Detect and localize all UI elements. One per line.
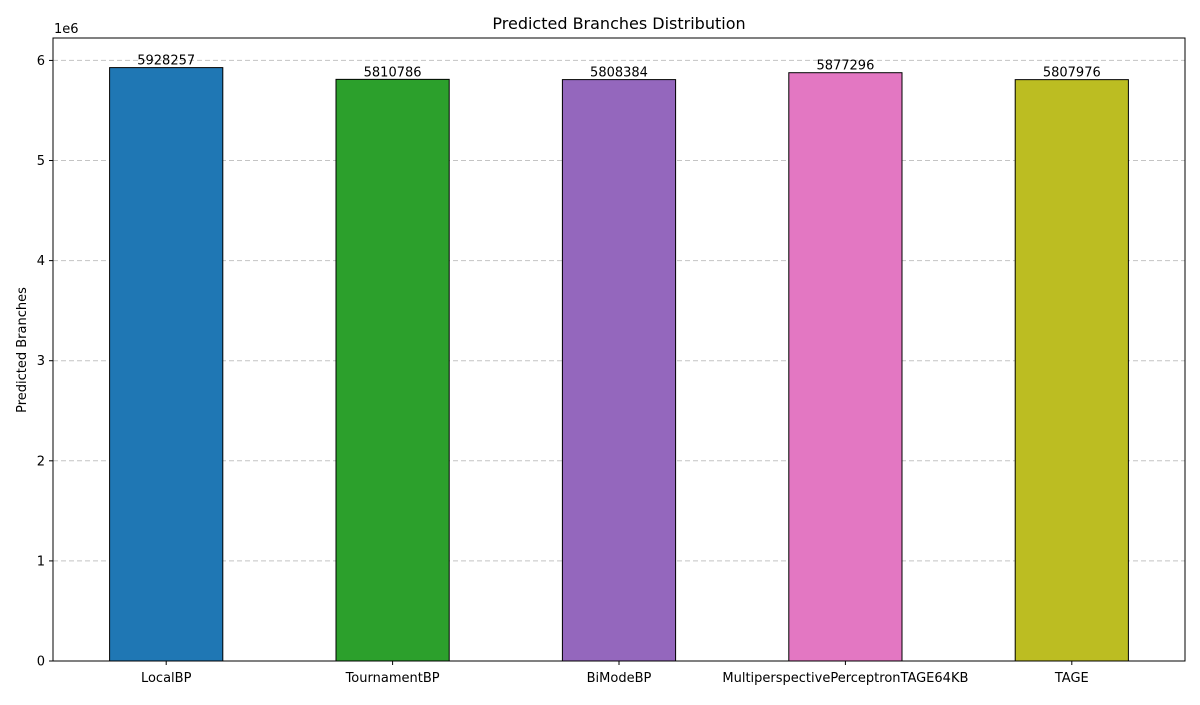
ticks-layer: LocalBP TournamentBP BiModeBP Multiperspect… bbox=[37, 54, 1089, 686]
y-tick-label-0: 0 bbox=[37, 655, 45, 670]
data-labels-layer: 5928257 5810786 5808384 5877296 5807976 bbox=[137, 54, 1101, 81]
y-axis-label: Predicted Branches bbox=[15, 287, 30, 413]
x-tick-label-MultiperspectivePerceptronTAGE64KB: MultiperspectivePerceptronTAGE64KB bbox=[722, 671, 968, 686]
bar-BiModeBP bbox=[561, 79, 677, 662]
bars-layer bbox=[109, 67, 1129, 662]
bar-LocalBP bbox=[109, 67, 224, 662]
y-tick-label-6: 6 bbox=[37, 54, 45, 69]
grid-layer bbox=[53, 59, 1185, 562]
y-tick-label-2: 2 bbox=[37, 454, 45, 469]
y-tick-label-5: 5 bbox=[37, 154, 45, 169]
chart-title: Predicted Branches Distribution bbox=[492, 14, 745, 33]
data-label-MultiperspectivePerceptronTAGE64KB: 5877296 bbox=[816, 59, 874, 74]
data-label-TournamentBP: 5810786 bbox=[364, 65, 422, 80]
y-tick-label-4: 4 bbox=[37, 254, 45, 269]
y-tick-label-3: 3 bbox=[37, 354, 45, 369]
bar-TAGE bbox=[1014, 79, 1129, 662]
x-tick-label-BiModeBP: BiModeBP bbox=[587, 671, 652, 686]
x-tick-label-TournamentBP: TournamentBP bbox=[345, 671, 440, 686]
bar-MultiperspectivePerceptronTAGE64KB bbox=[788, 72, 903, 662]
bar-TournamentBP bbox=[335, 78, 450, 662]
y-axis-scale-label: 1e6 bbox=[54, 22, 79, 37]
x-tick-label-TAGE: TAGE bbox=[1054, 671, 1089, 686]
data-label-BiModeBP: 5808384 bbox=[590, 66, 648, 81]
data-label-TAGE: 5807976 bbox=[1043, 66, 1101, 81]
x-tick-label-LocalBP: LocalBP bbox=[141, 671, 192, 686]
data-label-LocalBP: 5928257 bbox=[137, 54, 195, 69]
y-tick-label-1: 1 bbox=[37, 554, 45, 569]
